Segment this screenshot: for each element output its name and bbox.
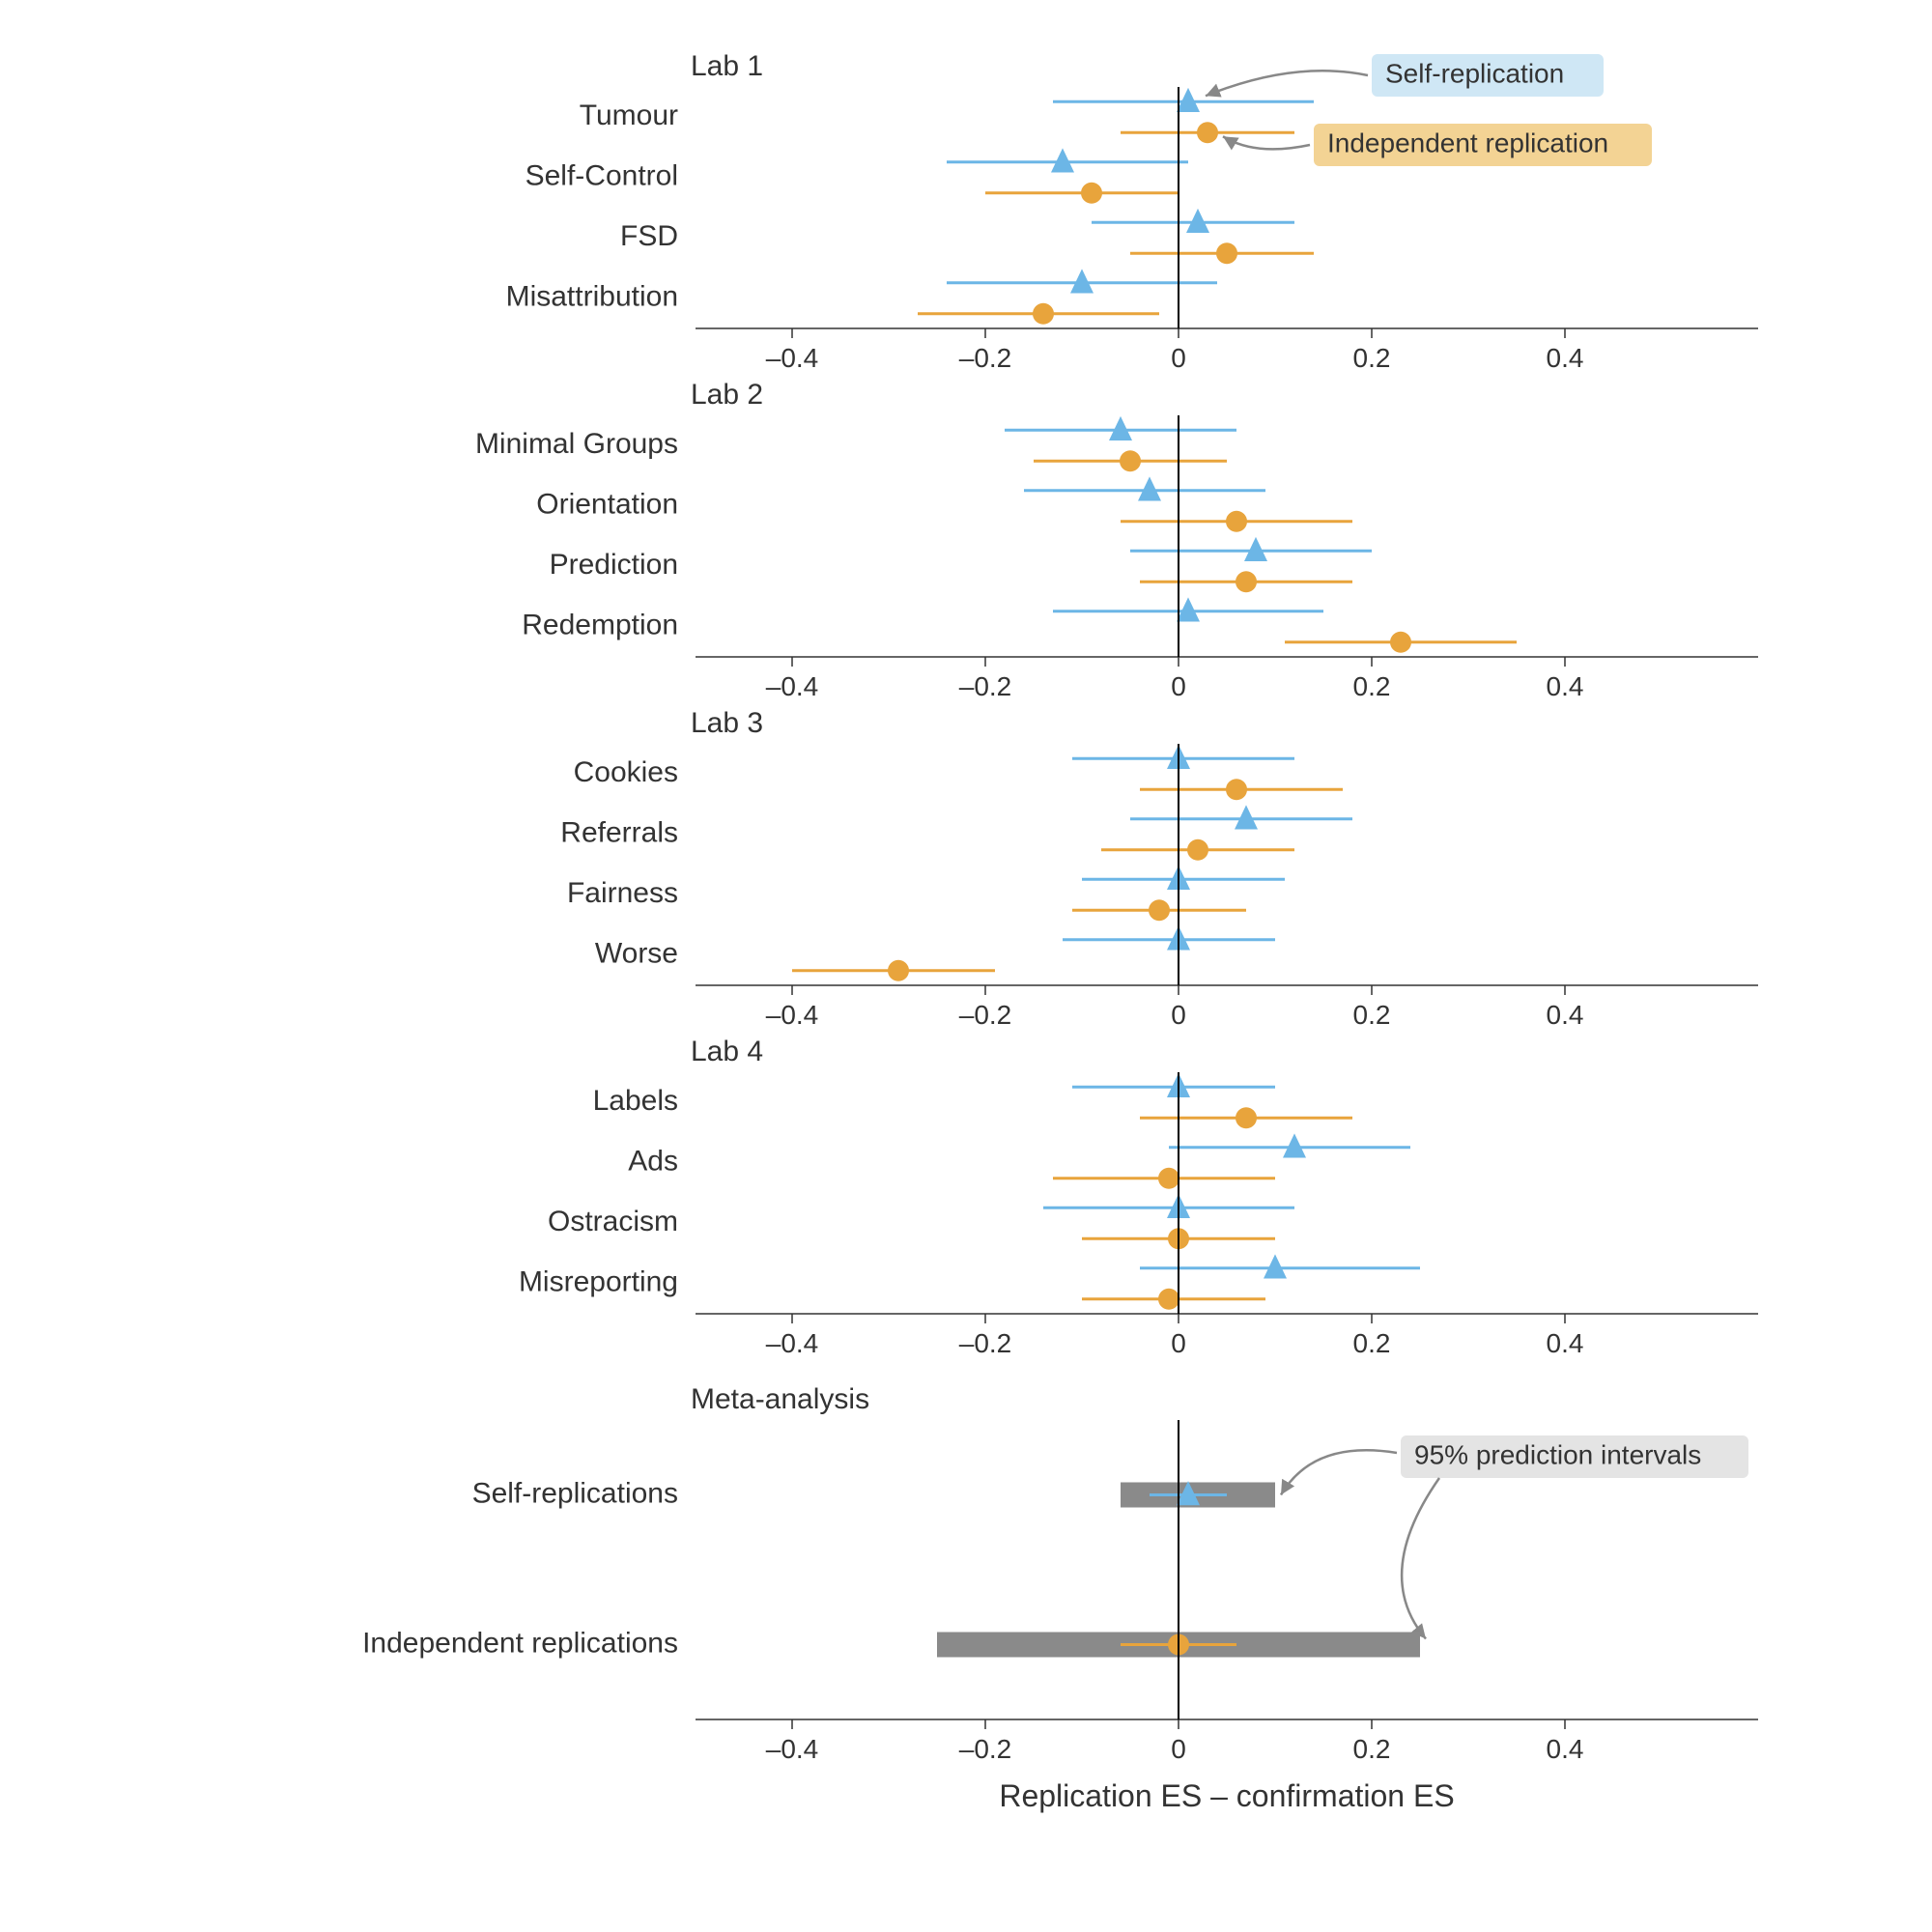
panel-title: Lab 3: [691, 707, 763, 739]
arrow-indep: [1223, 136, 1310, 149]
circle-marker: [1226, 511, 1247, 532]
x-tick-label: 0: [1171, 1000, 1186, 1030]
x-tick-label: 0.4: [1547, 343, 1584, 373]
panel-meta: Meta-analysis Self-replications 95% predic…: [362, 1383, 1758, 1813]
panel-1: Lab 1 Tumour Self-replication Independent r…: [506, 50, 1758, 373]
panel-title: Lab 2: [691, 379, 763, 411]
row-label: Labels: [593, 1085, 678, 1117]
circle-marker: [888, 960, 909, 981]
x-tick-label: 0: [1171, 1734, 1186, 1764]
x-tick-label: 0.2: [1353, 1734, 1391, 1764]
triangle-marker: [1283, 1133, 1306, 1157]
arrow-pred-1: [1281, 1450, 1397, 1494]
circle-marker: [1187, 839, 1208, 861]
x-tick-label: –0.4: [766, 1734, 819, 1764]
legend-pred-text: 95% prediction intervals: [1414, 1439, 1701, 1469]
row-label: Orientation: [536, 489, 678, 521]
panel-2: Lab 2 Minimal Groups Orientation Prediction…: [475, 379, 1758, 701]
circle-marker: [1236, 571, 1257, 592]
panel-3: Lab 3 Cookies Referrals Fairness Worse –0.4 –0…: [560, 707, 1758, 1030]
x-tick-label: –0.4: [766, 343, 819, 373]
x-tick-label: 0.2: [1353, 1328, 1391, 1358]
arrow-self: [1206, 71, 1368, 96]
x-tick-label: –0.2: [959, 343, 1012, 373]
arrow-pred-2: [1402, 1478, 1439, 1639]
triangle-marker: [1244, 537, 1267, 561]
circle-marker: [1226, 779, 1247, 800]
x-tick-label: –0.4: [766, 1328, 819, 1358]
x-tick-label: –0.4: [766, 671, 819, 701]
circle-marker: [1158, 1168, 1179, 1189]
circle-marker: [1120, 450, 1141, 471]
x-tick-label: –0.2: [959, 1328, 1012, 1358]
x-tick-label: 0: [1171, 343, 1186, 373]
legend-indep-text: Independent replication: [1327, 128, 1608, 157]
circle-marker: [1197, 122, 1218, 143]
x-tick-label: 0.4: [1547, 1000, 1584, 1030]
x-tick-label: 0.2: [1353, 671, 1391, 701]
row-label: Misreporting: [519, 1266, 678, 1298]
triangle-marker: [1109, 416, 1132, 440]
row-label: Misattribution: [506, 281, 678, 313]
forest-plot-figure: Lab 1 Tumour Self-replication Independent r…: [0, 0, 1932, 1932]
row-label: Ostracism: [548, 1206, 678, 1237]
x-tick-label: 0: [1171, 1328, 1186, 1358]
x-tick-label: –0.2: [959, 1000, 1012, 1030]
row-label: Redemption: [522, 610, 678, 641]
triangle-marker: [1264, 1254, 1287, 1278]
x-tick-label: –0.2: [959, 671, 1012, 701]
row-label: Minimal Groups: [475, 428, 678, 460]
x-tick-label: 0.4: [1547, 1328, 1584, 1358]
circle-marker: [1390, 632, 1411, 653]
x-tick-label: 0.4: [1547, 671, 1584, 701]
row-label: Self-Control: [526, 160, 678, 192]
circle-marker: [1158, 1289, 1179, 1310]
panel-title: Lab 1: [691, 50, 763, 82]
legend-self-text: Self-replication: [1385, 58, 1564, 88]
row-label: Fairness: [567, 877, 678, 909]
row-label: Tumour: [580, 99, 678, 131]
circle-marker: [1081, 183, 1102, 204]
x-axis-label: Replication ES – confirmation ES: [999, 1778, 1454, 1813]
panel-title: Meta-analysis: [691, 1383, 869, 1415]
triangle-marker: [1235, 805, 1258, 829]
meta-row-label: Independent replications: [362, 1627, 678, 1659]
x-tick-label: –0.2: [959, 1734, 1012, 1764]
panel-4: Lab 4 Labels Ads Ostracism Misreporting –0.4 –…: [519, 1036, 1758, 1358]
x-tick-label: 0.2: [1353, 1000, 1391, 1030]
row-label: Ads: [628, 1146, 678, 1178]
circle-marker: [1033, 303, 1054, 325]
triangle-marker: [1186, 209, 1209, 233]
triangle-marker: [1138, 476, 1161, 500]
x-tick-label: 0: [1171, 671, 1186, 701]
x-tick-label: 0.4: [1547, 1734, 1584, 1764]
x-tick-label: –0.4: [766, 1000, 819, 1030]
triangle-marker: [1070, 269, 1094, 293]
triangle-marker: [1177, 88, 1200, 112]
row-label: FSD: [620, 220, 678, 252]
circle-marker: [1216, 242, 1237, 264]
triangle-marker: [1051, 148, 1074, 172]
row-label: Worse: [595, 938, 678, 970]
circle-marker: [1149, 899, 1170, 921]
triangle-marker: [1177, 597, 1200, 621]
row-label: Cookies: [574, 756, 678, 788]
panel-title: Lab 4: [691, 1036, 763, 1067]
row-label: Prediction: [550, 549, 678, 581]
x-tick-label: 0.2: [1353, 343, 1391, 373]
meta-row-label: Self-replications: [472, 1477, 678, 1509]
circle-marker: [1236, 1107, 1257, 1128]
row-label: Referrals: [560, 817, 678, 849]
